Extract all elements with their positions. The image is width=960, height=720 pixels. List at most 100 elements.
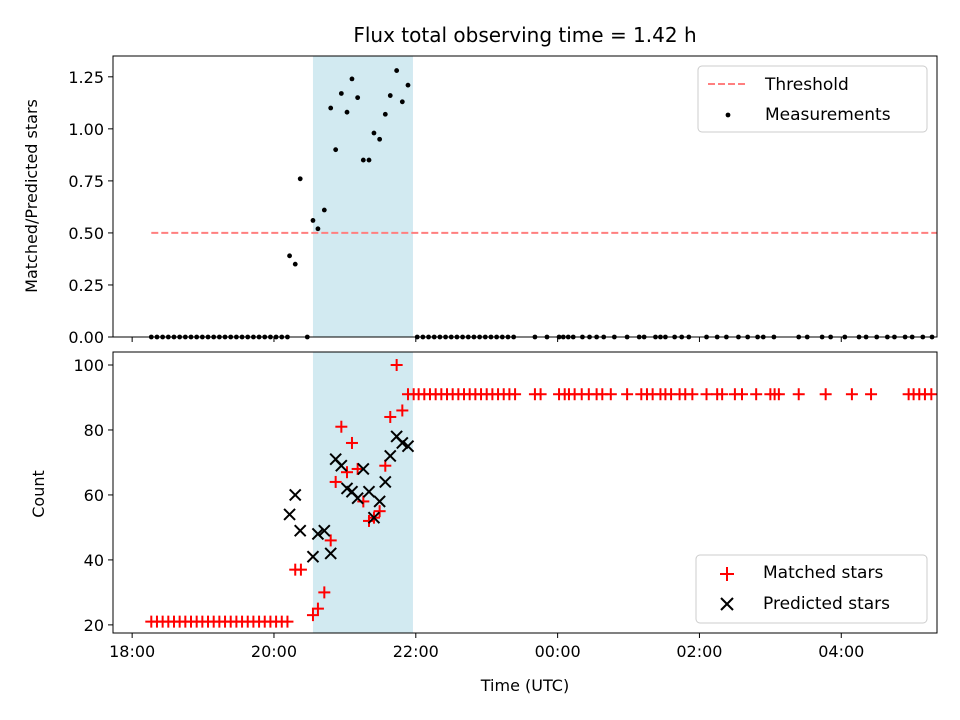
top-y-axis-label: Matched/Predicted stars (22, 99, 41, 293)
measurement-point (344, 109, 350, 115)
predicted-star-point (335, 459, 348, 472)
predicted-star-point (384, 449, 397, 463)
legend-predicted-swatch (720, 597, 734, 611)
chart-title: Flux total observing time = 1.42 h (353, 23, 696, 47)
measurement-point (315, 226, 321, 232)
predicted-star-point (357, 462, 370, 476)
legend-measurements-swatch (725, 112, 731, 118)
measurement-point (310, 218, 316, 223)
measurement-point (366, 157, 372, 163)
matched-star-point (311, 602, 324, 615)
bottom-legend-frame (695, 554, 928, 624)
measurement-point (333, 147, 339, 153)
bottom-panel: 18:00 20:00 22:00 00:00 02:00 04:00 20 40 60 80 1… (29, 351, 938, 695)
top-y-tick-label: 0.75 (68, 172, 104, 191)
top-y-tick-label: 1.00 (68, 120, 104, 139)
predicted-star-point (318, 524, 331, 537)
top-y-tick-label: 1.25 (68, 68, 104, 87)
predicted-star-point (283, 508, 296, 521)
legend-predicted-label: Predicted stars (763, 594, 890, 614)
matched-star-point (750, 388, 763, 401)
matched-star-point (306, 609, 319, 622)
matched-star-point (281, 615, 294, 628)
measurement-point (287, 253, 292, 259)
matched-star-point (621, 388, 634, 401)
predicted-star-point (324, 547, 337, 560)
bottom-y-tick-label: 80 (84, 421, 104, 440)
matched-star-point (604, 388, 617, 401)
legend-matched-swatch (720, 567, 734, 581)
matched-star-point (845, 388, 858, 401)
observing-interval-shade (312, 352, 413, 633)
bottom-y-axis-label: Count (29, 470, 48, 518)
matched-star-point (390, 358, 403, 371)
x-tick-label: 22:00 (393, 642, 439, 661)
top-y-tick-label: 0.25 (68, 276, 104, 295)
bottom-axes-frame (112, 351, 938, 634)
matched-star-point (329, 475, 342, 488)
bottom-y-tick-label: 100 (73, 356, 104, 375)
matched-star-point (324, 534, 337, 547)
matched-star-point (534, 388, 547, 401)
measurement-point (360, 157, 366, 163)
x-tick-label: 02:00 (676, 642, 722, 661)
top-legend: Threshold Measurements (697, 65, 928, 133)
measurement-point (387, 93, 393, 98)
predicted-star-point (367, 511, 381, 524)
predicted-star-point (379, 475, 392, 489)
matched-star-point (792, 388, 805, 401)
matched-star-point (384, 410, 397, 423)
matched-star-point (345, 436, 358, 449)
legend-threshold-label: Threshold (764, 75, 849, 95)
x-tick-label: 04:00 (818, 642, 864, 661)
matched-star-point (341, 466, 354, 479)
measurement-point (328, 105, 334, 111)
predicted-star-point (396, 436, 409, 450)
bottom-y-tick-label: 20 (84, 616, 104, 635)
x-tick-label: 18:00 (109, 642, 155, 661)
predicted-star-point (311, 527, 325, 541)
measurement-point (355, 95, 361, 101)
predicted-star-point (306, 550, 320, 563)
matched-star-point (294, 563, 307, 576)
matched-star-point (716, 388, 729, 401)
matched-star-point (373, 505, 386, 518)
matched-star-point (735, 388, 748, 401)
predicted-star-point (289, 488, 302, 502)
measurement-point (321, 207, 327, 213)
measurement-point (399, 99, 405, 105)
predicted-star-point (401, 440, 415, 453)
matched-star-point (357, 495, 370, 508)
x-axis-label: Time (UTC) (480, 676, 569, 695)
measurement-point (338, 91, 344, 96)
top-y-tick-label: 0.50 (68, 224, 104, 243)
measurement-point (377, 136, 383, 142)
matched-star-point (318, 586, 331, 599)
predicted-star-point (294, 524, 307, 537)
matched-star-point (772, 388, 785, 401)
top-panel: 0.00 0.25 0.50 0.75 1.00 1.25 Matched/Predict… (22, 23, 938, 347)
measurement-point (405, 82, 411, 88)
matched-star-point (351, 462, 364, 475)
matched-star-point (396, 404, 409, 417)
bottom-y-tick-label: 60 (84, 486, 104, 505)
top-y-tick-label: 0.00 (68, 328, 104, 347)
matched-star-point (335, 420, 348, 433)
x-tick-label: 20:00 (251, 642, 297, 661)
legend-matched-label: Matched stars (763, 563, 883, 583)
matched-star-point (925, 388, 938, 401)
bottom-legend: Matched stars Predicted stars (695, 554, 928, 624)
measurement-point (297, 176, 303, 182)
measurement-point (292, 261, 298, 267)
matched-star-point (700, 388, 713, 401)
x-tick-label: 00:00 (535, 642, 581, 661)
predicted-star-point (351, 491, 364, 505)
predicted-star-point (373, 495, 386, 508)
measurement-point (394, 68, 400, 73)
matched-star-point (865, 388, 878, 401)
top-legend-frame (697, 65, 928, 133)
measurement-point (349, 76, 355, 82)
matched-star-point (819, 388, 832, 401)
matched-star-point (509, 388, 522, 401)
